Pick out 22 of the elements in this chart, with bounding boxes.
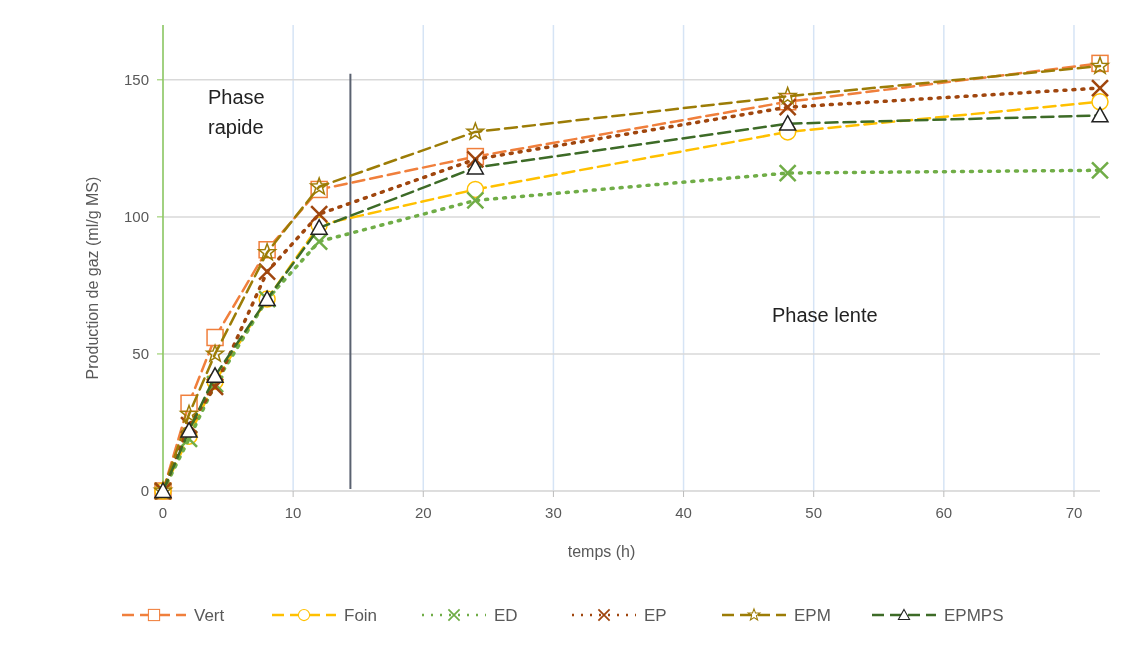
y-tick-label: 50 — [132, 344, 149, 362]
legend-label: EPM — [794, 606, 831, 625]
y-axis-title: Production de gaz (ml/g MS) — [84, 176, 101, 380]
legend-label: EP — [644, 606, 667, 625]
legend-label: Foin — [344, 606, 378, 625]
annotation: Phase lente — [772, 304, 878, 326]
x-tick-label: 50 — [805, 504, 823, 521]
y-tick-label: 0 — [140, 482, 149, 499]
x-tick-label: 30 — [545, 504, 562, 521]
x-tick-label: 0 — [158, 504, 168, 521]
x-tick-label: 10 — [284, 504, 302, 521]
y-tick-label: 100 — [123, 207, 149, 225]
x-tick-label: 20 — [414, 504, 432, 521]
x-tick-label: 40 — [675, 504, 692, 521]
y-tick-label: 150 — [123, 70, 149, 88]
x-tick-label: 70 — [1065, 504, 1083, 521]
legend-label: EPMPS — [944, 606, 1004, 625]
annotation: Phase rapide — [208, 86, 265, 138]
x-axis-title: temps (h) — [567, 543, 636, 560]
x-tick-label: 60 — [935, 504, 953, 521]
legend-label: Vert — [194, 606, 225, 625]
legend-label: ED — [494, 606, 518, 625]
